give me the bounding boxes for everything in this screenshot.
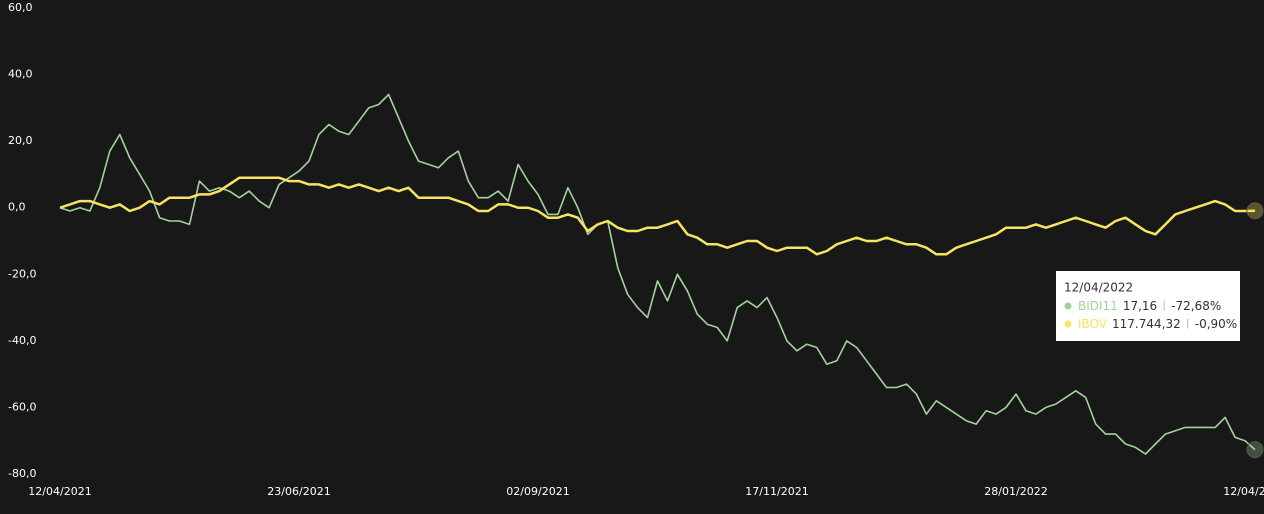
y-tick-label: 60,0 [8, 1, 33, 14]
tooltip-price: 17,16 [1123, 299, 1157, 313]
tooltip: 12/04/2022 BIDI11 17,16 -72,68% IBOV 117.74… [1056, 271, 1240, 341]
plot-area: -80,0 -60,0 -40,0 -20,0 0,0 20,0 40,0 60,0 12/04… [8, 1, 1264, 498]
x-tick-label: 02/09/2021 [506, 485, 569, 498]
tooltip-series: IBOV [1078, 317, 1108, 331]
y-tick-label: 40,0 [8, 68, 33, 81]
x-tick-label: 28/01/2022 [984, 485, 1047, 498]
y-tick-label: -80,0 [8, 467, 36, 480]
tooltip-dot [1064, 320, 1072, 328]
y-tick-label: -20,0 [8, 267, 36, 280]
x-tick-label: 23/06/2021 [267, 485, 330, 498]
tooltip-date: 12/04/2022 [1064, 281, 1133, 295]
tooltip-row: IBOV 117.744,32 -0,90% [1078, 317, 1237, 331]
x-tick-label: 12/04/2022 [1223, 485, 1264, 498]
y-tick-label: 0,0 [8, 201, 26, 214]
tooltip-change: -72,68% [1171, 299, 1221, 313]
x-tick-label: 12/04/2021 [28, 485, 91, 498]
tooltip-change: -0,90% [1195, 317, 1237, 331]
series-line [59, 176, 1256, 256]
y-tick-label: 20,0 [8, 134, 33, 147]
tooltip-row: BIDI11 17,16 -72,68% [1078, 299, 1221, 313]
tooltip-price: 117.744,32 [1112, 317, 1181, 331]
y-tick-label: -60,0 [8, 400, 36, 413]
tooltip-dot [1064, 302, 1072, 310]
series-line [59, 93, 1256, 455]
x-tick-label: 17/11/2021 [745, 485, 808, 498]
end-marker [1246, 441, 1264, 459]
y-tick-label: -40,0 [8, 334, 36, 347]
end-marker [1246, 202, 1264, 220]
tooltip-series: BIDI11 [1078, 299, 1118, 313]
tooltip-box [1056, 271, 1240, 341]
